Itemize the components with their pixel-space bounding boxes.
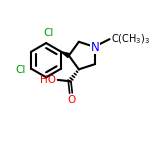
Text: HO: HO — [40, 75, 56, 85]
Polygon shape — [61, 52, 70, 57]
Text: Cl: Cl — [44, 28, 54, 38]
Text: Cl: Cl — [16, 65, 26, 75]
Text: N: N — [91, 41, 99, 54]
Text: C(CH$_3$)$_3$: C(CH$_3$)$_3$ — [111, 32, 150, 46]
Text: O: O — [67, 95, 76, 105]
